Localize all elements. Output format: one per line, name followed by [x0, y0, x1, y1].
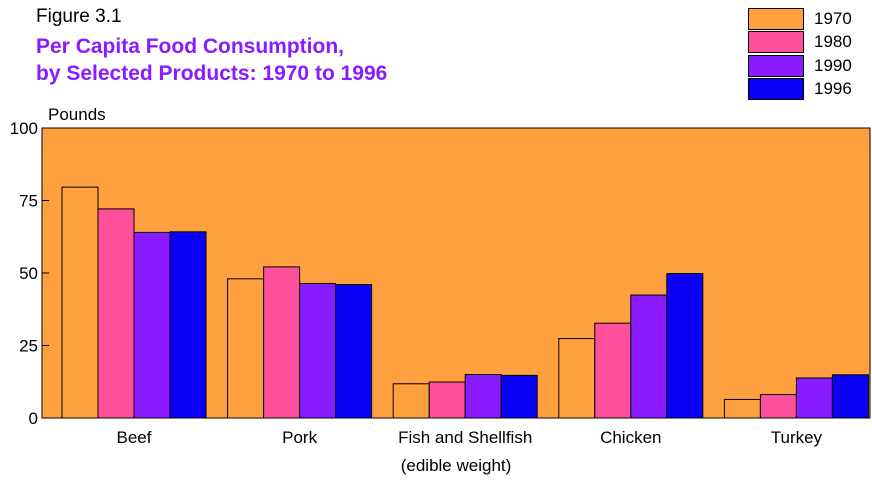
bar-1990 — [795, 377, 833, 419]
legend: 1970 1980 1990 1996 — [748, 7, 860, 101]
bar-1980 — [759, 394, 797, 419]
y-tick-label: 50 — [19, 264, 38, 283]
bar-1980 — [263, 266, 301, 419]
legend-label: 1980 — [814, 32, 852, 52]
bar-1970 — [392, 383, 430, 419]
bar-1996 — [500, 374, 538, 419]
legend-item: 1970 — [748, 7, 860, 31]
legend-item: 1980 — [748, 31, 860, 55]
chart-title: Per Capita Food Consumption, by Selected… — [36, 33, 387, 87]
bar-1996 — [666, 273, 704, 419]
y-tick-label: 25 — [19, 337, 38, 356]
bar-1970 — [61, 186, 99, 419]
legend-label: 1970 — [814, 8, 852, 28]
y-tick-label: 0 — [29, 409, 38, 428]
legend-item: 1996 — [748, 78, 860, 102]
legend-swatch — [748, 7, 804, 30]
y-axis-label: Pounds — [48, 105, 106, 124]
chart-title-line-1: Per Capita Food Consumption, — [36, 35, 344, 58]
legend-swatch — [748, 54, 804, 77]
bar-1980 — [97, 208, 135, 419]
legend-swatch — [748, 78, 804, 101]
x-tick-label: Pork — [282, 428, 317, 447]
legend-item: 1990 — [748, 54, 860, 78]
x-axis-label: (edible weight) — [401, 456, 512, 475]
bar-1980 — [594, 322, 632, 419]
legend-swatch — [748, 31, 804, 54]
bar-1970 — [558, 338, 596, 419]
x-tick-label: Fish and Shellfish — [398, 428, 532, 447]
figure-label: Figure 3.1 — [36, 6, 122, 27]
x-tick-label: Beef — [117, 428, 152, 447]
bar-1970 — [723, 398, 761, 419]
legend-label: 1996 — [814, 79, 852, 99]
bar-1990 — [133, 231, 171, 419]
chart-title-line-2: by Selected Products: 1970 to 1996 — [36, 62, 388, 85]
bar-1970 — [227, 278, 265, 419]
y-tick-label: 75 — [19, 192, 38, 211]
y-tick-label: 100 — [10, 119, 38, 138]
x-tick-label: Turkey — [771, 428, 823, 447]
bar-1996 — [831, 374, 869, 419]
bar-1996 — [169, 231, 207, 419]
bar-1980 — [428, 381, 466, 419]
bar-1990 — [630, 294, 668, 419]
x-tick-label: Chicken — [600, 428, 661, 447]
bar-1990 — [464, 374, 502, 419]
legend-label: 1990 — [814, 55, 852, 75]
bar-1996 — [335, 284, 373, 419]
bar-1990 — [299, 282, 337, 419]
